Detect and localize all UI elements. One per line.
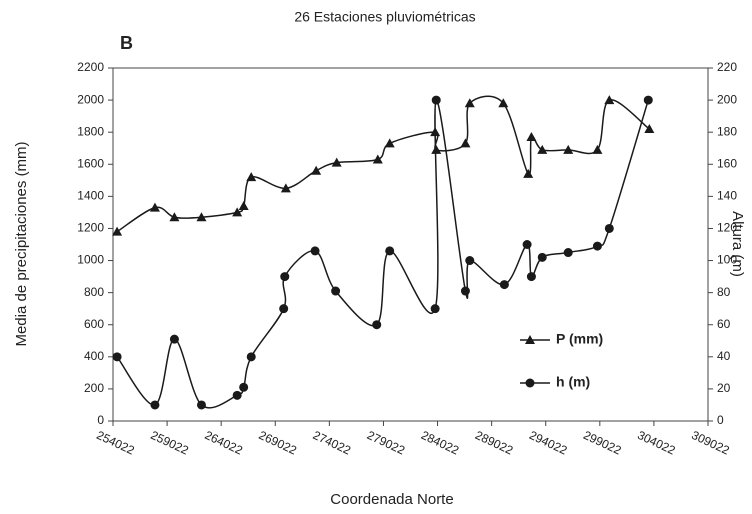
marker-circle — [246, 352, 256, 362]
marker-triangle — [431, 144, 442, 154]
x-axis-label: Coordenada Norte — [330, 491, 453, 508]
marker-triangle — [246, 172, 257, 182]
marker-triangle — [280, 183, 291, 193]
x-tick-label: 289022 — [473, 428, 516, 458]
x-tick-label: 269022 — [257, 428, 300, 458]
marker-circle — [196, 400, 206, 410]
y2-tick-label: 60 — [717, 317, 731, 331]
marker-circle — [169, 334, 179, 344]
marker-triangle — [592, 144, 603, 154]
marker-circle — [604, 223, 614, 233]
marker-circle — [239, 382, 249, 392]
marker-circle — [430, 304, 440, 314]
y-tick-label: 0 — [97, 413, 104, 427]
y-tick-label: 1600 — [77, 156, 104, 170]
marker-triangle — [232, 207, 243, 217]
marker-triangle — [149, 202, 160, 212]
marker-circle — [112, 352, 122, 362]
x-tick-label: 284022 — [419, 428, 462, 458]
plot-frame — [112, 67, 709, 422]
y-tick-label: 2000 — [77, 92, 104, 106]
y2-tick-label: 40 — [717, 349, 731, 363]
y-tick-label: 200 — [84, 381, 104, 395]
marker-circle — [310, 246, 320, 256]
x-tick-label: 254022 — [94, 428, 137, 458]
y2-tick-label: 180 — [717, 124, 737, 138]
y-tick-label: 1400 — [77, 189, 104, 203]
y-axis-label: Media de precipitaciones (mm) — [13, 141, 30, 346]
x-tick-label: 274022 — [311, 428, 354, 458]
marker-circle — [526, 272, 536, 282]
y-tick-label: 1800 — [77, 124, 104, 138]
marker-circle — [385, 246, 395, 256]
marker-triangle — [169, 212, 180, 222]
x-tick-label: 259022 — [148, 428, 191, 458]
marker-triangle — [563, 144, 574, 154]
y2-tick-label: 140 — [717, 189, 737, 203]
marker-triangle — [464, 98, 475, 108]
marker-triangle — [523, 168, 534, 178]
y2-tick-label: 80 — [717, 285, 731, 299]
marker-circle — [331, 286, 341, 296]
y-tick-label: 600 — [84, 317, 104, 331]
marker-triangle — [525, 335, 535, 344]
marker-circle — [592, 241, 602, 251]
marker-triangle — [112, 226, 123, 236]
marker-circle — [431, 95, 441, 105]
marker-triangle — [498, 98, 509, 108]
y2-tick-label: 20 — [717, 381, 731, 395]
marker-triangle — [460, 138, 471, 148]
marker-circle — [522, 240, 532, 249]
marker-triangle — [537, 144, 548, 154]
marker-circle — [232, 390, 242, 400]
chart-title: 26 Estaciones pluviométricas — [294, 9, 475, 25]
y2-tick-label: 160 — [717, 156, 737, 170]
marker-triangle — [372, 154, 383, 164]
x-tick-label: 304022 — [635, 428, 678, 458]
y-tick-label: 400 — [84, 349, 104, 363]
x-tick-label: 294022 — [527, 428, 570, 458]
y-tick-label: 2200 — [77, 60, 104, 74]
y-tick-label: 800 — [84, 285, 104, 299]
y2-tick-label: 120 — [717, 221, 737, 235]
marker-triangle — [311, 165, 322, 175]
panel-label: B — [120, 33, 133, 53]
marker-triangle — [196, 212, 207, 222]
x-tick-label: 279022 — [365, 428, 408, 458]
y2-tick-label: 220 — [717, 60, 737, 74]
marker-triangle — [526, 131, 537, 141]
marker-triangle — [238, 200, 249, 210]
marker-circle — [563, 248, 573, 258]
marker-circle — [537, 252, 547, 262]
y2-axis-label: Altura (m) — [729, 211, 746, 277]
marker-circle — [525, 378, 535, 388]
x-tick-label: 309022 — [689, 428, 732, 458]
y2-tick-label: 200 — [717, 92, 737, 106]
marker-circle — [465, 256, 475, 266]
marker-triangle — [384, 138, 395, 148]
legend-label: h (m) — [556, 374, 590, 390]
y-tick-label: 1000 — [77, 253, 104, 267]
marker-triangle — [644, 123, 655, 133]
y2-tick-label: 100 — [717, 253, 737, 267]
x-tick-label: 299022 — [581, 428, 624, 458]
marker-circle — [643, 95, 653, 105]
y-tick-label: 1200 — [77, 221, 104, 235]
marker-circle — [150, 400, 160, 410]
marker-triangle — [331, 157, 342, 167]
x-tick-label: 264022 — [203, 428, 246, 458]
marker-circle — [279, 304, 289, 314]
series-line — [116, 95, 650, 233]
legend-label: P (mm) — [556, 331, 603, 347]
marker-circle — [280, 272, 290, 282]
marker-circle — [499, 280, 509, 290]
marker-circle — [372, 320, 382, 330]
marker-triangle — [604, 95, 615, 105]
marker-circle — [460, 286, 470, 296]
y2-tick-label: 0 — [717, 413, 724, 427]
